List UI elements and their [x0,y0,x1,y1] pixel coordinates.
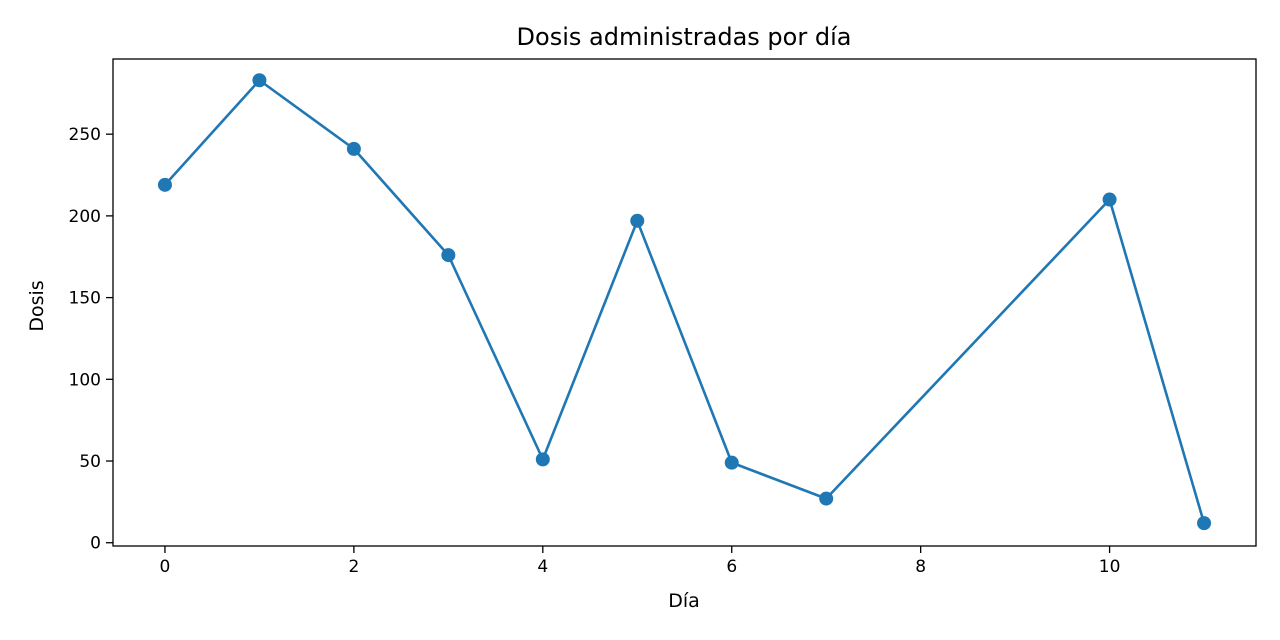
y-axis-label: Dosis [26,280,48,331]
y-tick-label: 250 [69,125,101,145]
data-point [630,213,645,228]
series-line [163,78,1206,525]
x-tick-label: 8 [915,557,926,577]
y-tick-label: 200 [69,207,101,227]
y-tick-label: 0 [90,534,101,554]
y-tick-label: 100 [69,370,101,390]
axes-frame [112,58,1257,547]
data-point [724,455,739,470]
x-axis-label: Día [668,590,700,612]
data-point [252,73,267,88]
x-tick-label: 10 [1099,557,1121,577]
x-tick-label: 6 [726,557,737,577]
x-tick-label: 0 [160,557,171,577]
data-point [346,141,361,156]
data-point [535,452,550,467]
data-point [1197,516,1212,531]
x-tick-label: 4 [537,557,548,577]
chart-title: Dosis administradas por día [517,23,852,51]
data-point [819,491,834,506]
y-tick-label: 150 [69,289,101,309]
x-tick-label: 2 [348,557,359,577]
y-tick-label: 50 [79,452,101,472]
data-point [1102,192,1117,207]
data-point [157,177,172,192]
data-point [441,248,456,263]
